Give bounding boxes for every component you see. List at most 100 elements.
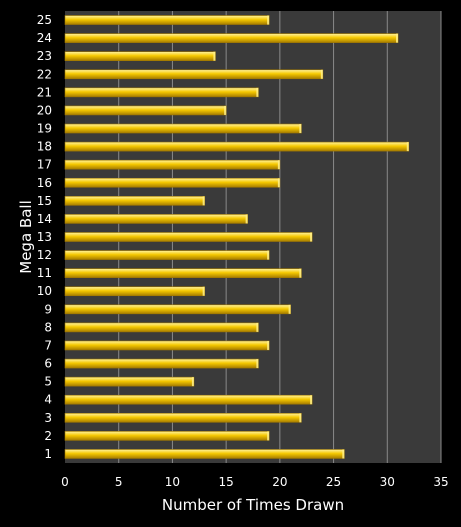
bar-body	[64, 159, 281, 170]
bar-end-cap	[310, 232, 313, 242]
bar-body	[64, 322, 259, 333]
y-tick-label: 8	[44, 320, 52, 334]
x-tick-label: 0	[61, 475, 69, 489]
bar-end-cap	[267, 340, 270, 350]
x-tick-label: 20	[272, 475, 287, 489]
bar-16	[64, 177, 281, 188]
bar-body	[64, 105, 227, 116]
y-tick-label: 4	[44, 393, 52, 407]
x-tick-label: 25	[326, 475, 341, 489]
bar-8	[64, 322, 259, 333]
y-tick-label: 10	[37, 284, 52, 298]
x-tick-label: 15	[219, 475, 234, 489]
bar-body	[64, 51, 216, 62]
y-tick-label: 6	[44, 357, 52, 371]
bar-14	[64, 214, 248, 224]
x-tick-label: 30	[380, 475, 395, 489]
y-tick-label: 13	[37, 230, 52, 244]
y-tick-label: 7	[44, 338, 52, 352]
y-tick-label: 12	[37, 248, 52, 262]
x-tick-label: 35	[433, 475, 448, 489]
y-tick-label: 19	[37, 122, 52, 136]
y-tick-label: 9	[44, 302, 52, 316]
bar-body	[64, 87, 259, 98]
bar-end-cap	[202, 286, 205, 296]
y-tick-label: 23	[37, 49, 52, 63]
bar-end-cap	[342, 449, 345, 459]
y-tick-label: 2	[44, 429, 52, 443]
x-tick-label: 5	[115, 475, 123, 489]
bar-body	[64, 431, 270, 441]
bar-end-cap	[299, 413, 302, 423]
x-tick-labels: 0 5 10 15 20 25 30 35	[61, 475, 448, 489]
bar-end-cap	[245, 214, 248, 224]
bar-body	[64, 286, 205, 297]
bar-end-cap	[277, 178, 280, 188]
bar-body	[64, 412, 302, 423]
bar-11	[64, 268, 302, 278]
y-tick-label: 21	[37, 85, 52, 99]
bar-4	[64, 394, 313, 405]
bar-body	[64, 177, 281, 188]
bar-end-cap	[267, 431, 270, 441]
bar-end-cap	[256, 359, 259, 369]
x-axis-title: Number of Times Drawn	[162, 496, 344, 514]
bar-end-cap	[310, 395, 313, 405]
bar-end-cap	[299, 268, 302, 278]
bar-body	[64, 304, 291, 315]
bar-end-cap	[202, 196, 205, 206]
bar-end-cap	[267, 15, 270, 25]
y-tick-label: 25	[37, 13, 52, 27]
bar-1	[64, 449, 345, 459]
bar-13	[64, 232, 313, 242]
bar-7	[64, 340, 270, 351]
y-tick-labels: 1234567891011121314151617181920212223242…	[37, 13, 52, 461]
bar-body	[64, 358, 259, 369]
bar-body	[64, 394, 313, 405]
bar-2	[64, 431, 270, 441]
bar-9	[64, 304, 291, 315]
bar-end-cap	[267, 250, 270, 260]
bar-body	[64, 196, 205, 206]
bar-end-cap	[256, 87, 259, 97]
bar-23	[64, 51, 216, 62]
bar-body	[64, 214, 248, 224]
bar-18	[64, 141, 410, 152]
bar-end-cap	[406, 142, 409, 152]
y-tick-label: 1	[44, 447, 52, 461]
y-tick-label: 5	[44, 375, 52, 389]
bar-22	[64, 69, 324, 80]
y-axis-title: Mega Ball	[17, 200, 35, 273]
bars	[64, 15, 410, 459]
bar-body	[64, 123, 302, 134]
bar-end-cap	[277, 160, 280, 170]
bar-17	[64, 159, 281, 170]
y-tick-label: 22	[37, 67, 52, 81]
bar-end-cap	[256, 322, 259, 332]
y-tick-label: 14	[37, 212, 52, 226]
bar-end-cap	[191, 377, 194, 387]
bar-end-cap	[396, 33, 399, 43]
bar-5	[64, 376, 195, 387]
y-tick-label: 16	[37, 176, 52, 190]
bar-20	[64, 105, 227, 116]
bar-25	[64, 15, 270, 25]
bar-body	[64, 449, 345, 459]
y-tick-label: 17	[37, 158, 52, 172]
bar-end-cap	[224, 105, 227, 115]
bar-end-cap	[288, 304, 291, 314]
bar-body	[64, 15, 270, 25]
bar-body	[64, 33, 399, 43]
bar-19	[64, 123, 302, 134]
bar-body	[64, 141, 410, 152]
y-tick-label: 24	[37, 31, 52, 45]
bar-21	[64, 87, 259, 98]
bar-body	[64, 69, 324, 80]
y-tick-label: 3	[44, 411, 52, 425]
bar-body	[64, 376, 195, 387]
bar-body	[64, 268, 302, 278]
y-tick-label: 11	[37, 266, 52, 280]
bar-24	[64, 33, 399, 43]
bar-body	[64, 232, 313, 242]
bar-3	[64, 412, 302, 423]
